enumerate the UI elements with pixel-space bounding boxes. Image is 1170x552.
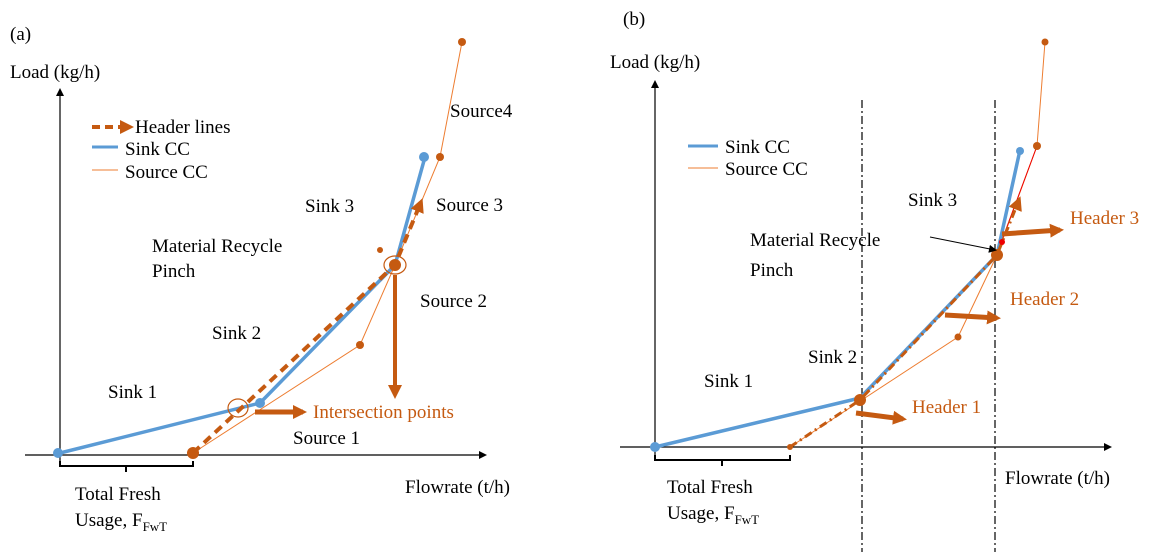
legend-label: Source CC: [725, 159, 808, 180]
annotation: Material Recycle: [750, 230, 880, 251]
legend-label: Header lines: [135, 117, 230, 138]
node: [650, 442, 660, 452]
brace: [654, 455, 791, 466]
node: [255, 398, 265, 408]
annotation: Material Recycle: [152, 236, 282, 257]
annotation: Source4: [450, 101, 513, 122]
annotation: Source 1: [293, 428, 360, 449]
annotation: Pinch: [750, 260, 794, 281]
header-line: [789, 196, 1022, 449]
arrow: [855, 410, 907, 425]
fresh-usage-text: Usage, F: [667, 503, 735, 524]
x-axis-label: Flowrate (t/h): [405, 477, 510, 498]
intersection-circle: [227, 398, 249, 418]
fresh-usage-label: Usage, FFwT: [75, 510, 167, 534]
annotation: Sink 1: [704, 371, 753, 392]
annotation: Sink 1: [108, 382, 157, 403]
fresh-usage-label: Total Fresh: [667, 477, 753, 498]
annotation: Sink 2: [808, 347, 857, 368]
node: [1041, 38, 1049, 46]
annotation: Pinch: [152, 261, 196, 282]
node: [377, 247, 383, 253]
pointer: [929, 236, 997, 253]
panel-label: (a): [10, 24, 31, 45]
fresh-usage-subscript: FwT: [735, 512, 760, 527]
brace: [59, 461, 194, 472]
node: [436, 153, 444, 161]
y-axis-label: Load (kg/h): [610, 52, 700, 73]
node: [419, 152, 429, 162]
sink-cc: [59, 156, 427, 455]
fresh-usage-label: Total Fresh: [75, 484, 161, 505]
node: [1016, 147, 1024, 155]
node: [954, 333, 962, 341]
panel-b: (b) Load (kg/h) Flowrate (t/h) Sink CC S…: [610, 9, 1139, 552]
legend-label: Sink CC: [125, 139, 190, 160]
node: [854, 394, 866, 406]
annotation: Intersection points: [313, 402, 454, 423]
fresh-usage-subscript: FwT: [143, 519, 168, 534]
node: [458, 38, 466, 46]
intersection-circle: [383, 255, 407, 275]
node: [1033, 142, 1041, 150]
fresh-usage-text: Usage, F: [75, 510, 143, 531]
node: [389, 259, 401, 271]
annotation: Header 2: [1010, 289, 1079, 310]
annotation: Sink 3: [908, 190, 957, 211]
node: [187, 447, 199, 459]
annotation: Header 3: [1070, 208, 1139, 229]
y-axis-label: Load (kg/h): [10, 62, 100, 83]
annotation: Source 3: [436, 195, 503, 216]
x-axis-label: Flowrate (t/h): [1005, 468, 1110, 489]
arrow: [1001, 223, 1064, 238]
legend-label: Sink CC: [725, 137, 790, 158]
segment: [1001, 145, 1038, 241]
arrow: [944, 310, 1001, 325]
node: [53, 448, 63, 458]
fresh-usage-label: Usage, FFwT: [667, 503, 759, 527]
annotation: Sink 2: [212, 323, 261, 344]
node: [787, 444, 793, 450]
node: [356, 341, 364, 349]
panel-a: (a) Load (kg/h) Flowrate (t/h) Header li…: [10, 24, 513, 534]
annotation: Header 1: [912, 397, 981, 418]
legend-label: Source CC: [125, 162, 208, 183]
node: [991, 249, 1003, 261]
annotation: Sink 3: [305, 196, 354, 217]
annotation: Source 2: [420, 291, 487, 312]
node: [999, 239, 1005, 245]
panel-label: (b): [623, 9, 645, 30]
